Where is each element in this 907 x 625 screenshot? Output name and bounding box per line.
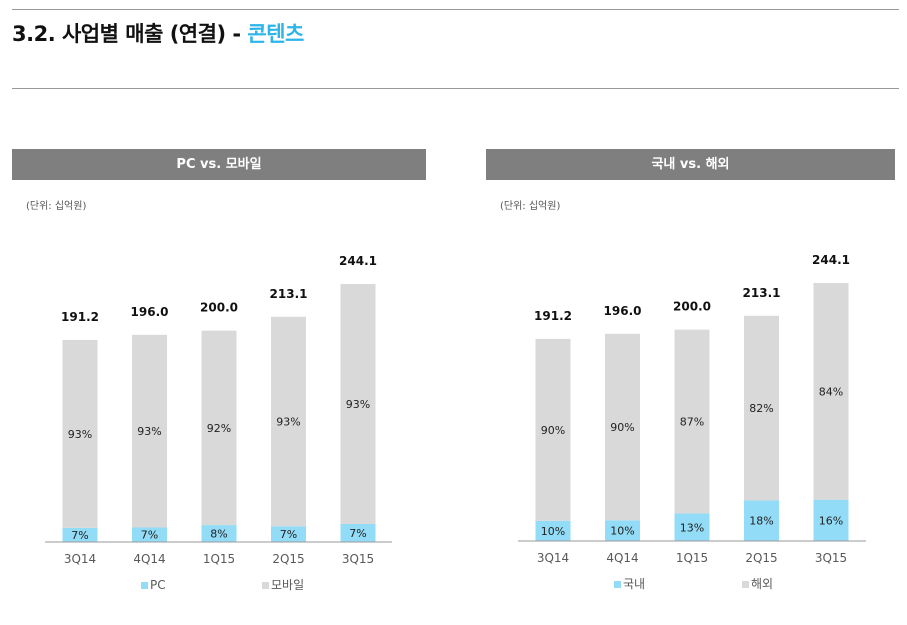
title-main: 3.2. 사업별 매출 (연결) - (12, 22, 248, 46)
x-tick-label: 3Q14 (64, 552, 96, 566)
x-tick-label: 1Q15 (676, 551, 708, 565)
data-label: 7% (349, 527, 366, 540)
bar-segment-PC (340, 523, 376, 542)
x-tick-label: 4Q14 (133, 552, 165, 566)
data-label: 90% (541, 424, 565, 437)
bar-segment-국내 (605, 520, 640, 541)
bar-segment-국내 (813, 499, 849, 541)
chart-panel-domestic-overseas: 국내 vs. 해외 (486, 149, 895, 180)
data-label: 8% (210, 528, 227, 541)
legend-swatch (742, 581, 749, 588)
total-label: 191.2 (61, 310, 99, 324)
legend-label: 모바일 (271, 578, 304, 592)
legend-swatch (141, 582, 148, 589)
legend-label: 국내 (623, 577, 645, 591)
data-label: 82% (749, 402, 773, 415)
data-label: 13% (680, 521, 704, 534)
total-label: 244.1 (339, 254, 377, 268)
bar-segment-해외 (535, 338, 571, 521)
data-label: 84% (819, 385, 843, 398)
bar-segment-국내 (535, 520, 571, 541)
x-tick-label: 4Q14 (606, 551, 638, 565)
bar-segment-모바일 (201, 330, 237, 526)
data-label: 7% (71, 529, 88, 542)
bar-segment-PC (62, 527, 98, 542)
data-label: 10% (541, 525, 565, 538)
title-accent: 콘텐츠 (247, 22, 304, 46)
x-tick-label: 1Q15 (203, 552, 235, 566)
bar-segment-국내 (674, 513, 710, 541)
total-label: 213.1 (270, 287, 308, 301)
total-label: 191.2 (534, 309, 572, 323)
legend-label: 해외 (751, 577, 773, 591)
top-rule (12, 9, 899, 10)
x-tick-label: 3Q15 (815, 551, 847, 565)
page-title: 3.2. 사업별 매출 (연결) - 콘텐츠 (12, 18, 304, 48)
data-label: 7% (141, 529, 158, 542)
data-label: 7% (280, 528, 297, 541)
bar-segment-국내 (744, 500, 779, 541)
data-label: 90% (610, 421, 634, 434)
total-label: 200.0 (673, 300, 711, 314)
x-tick-label: 3Q14 (537, 551, 569, 565)
bar-segment-모바일 (271, 316, 306, 527)
bar-segment-해외 (813, 282, 849, 500)
unit-note: (단위: 십억원) (500, 201, 561, 212)
data-label: 93% (68, 428, 92, 441)
total-label: 244.1 (812, 253, 850, 267)
chart-panel-pc-mobile: PC vs. 모바일 (12, 149, 426, 180)
bar-segment-해외 (605, 333, 640, 521)
title-rule (12, 88, 899, 89)
data-label: 10% (610, 525, 634, 538)
bar-segment-모바일 (62, 339, 98, 528)
data-label: 93% (346, 398, 370, 411)
legend-label: PC (150, 578, 166, 592)
data-label: 16% (819, 514, 843, 527)
bar-segment-PC (201, 525, 237, 542)
bar-segment-해외 (744, 315, 779, 501)
data-label: 87% (680, 416, 704, 429)
legend-swatch (614, 581, 621, 588)
bar-segment-해외 (674, 329, 710, 514)
x-tick-label: 2Q15 (272, 552, 304, 566)
total-label: 196.0 (604, 304, 642, 318)
x-tick-label: 3Q15 (342, 552, 374, 566)
data-label: 93% (276, 415, 300, 428)
data-label: 93% (137, 425, 161, 438)
legend-swatch (262, 582, 269, 589)
bar-segment-모바일 (132, 334, 167, 528)
chart-title: 국내 vs. 해외 (486, 149, 895, 180)
data-label: 92% (207, 422, 231, 435)
bar-segment-PC (132, 527, 167, 542)
unit-note: (단위: 십억원) (26, 201, 87, 212)
chart-title: PC vs. 모바일 (12, 149, 426, 180)
x-tick-label: 2Q15 (745, 551, 777, 565)
bar-segment-PC (271, 526, 306, 542)
bar-segment-모바일 (340, 283, 376, 524)
total-label: 213.1 (743, 286, 781, 300)
total-label: 196.0 (131, 305, 169, 319)
total-label: 200.0 (200, 301, 238, 315)
data-label: 18% (749, 515, 773, 528)
